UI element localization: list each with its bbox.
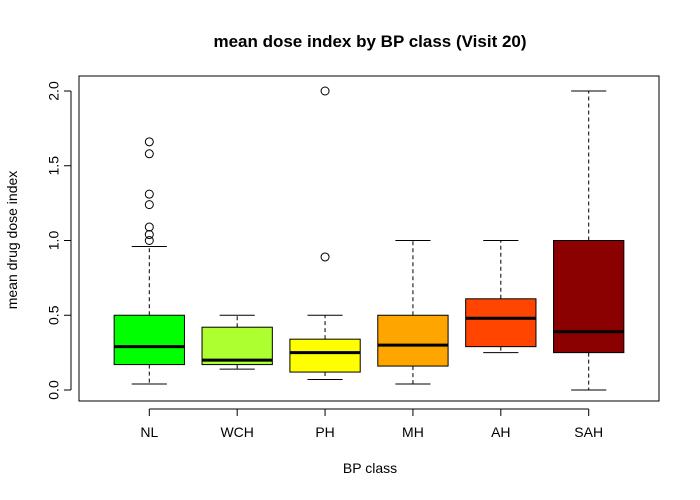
outlier-point — [144, 149, 154, 159]
chart-title: mean dose index by BP class (Visit 20) — [213, 32, 526, 51]
plot-frame — [78, 75, 660, 402]
x-axis-label: BP class — [343, 460, 397, 476]
y-tick-label: 1.0 — [46, 231, 62, 251]
y-tick-label: 1.5 — [46, 156, 62, 176]
box-MH — [377, 314, 449, 367]
x-tick-label: MH — [402, 424, 424, 440]
y-axis-label: mean drug dose index — [4, 171, 20, 310]
box-PH — [289, 338, 361, 373]
outlier-point — [144, 230, 154, 240]
box-AH — [465, 298, 537, 348]
y-tick-label: 0.0 — [46, 380, 62, 400]
box-WCH — [201, 326, 273, 366]
y-tick-label: 0.5 — [46, 305, 62, 325]
x-tick-label: AH — [491, 424, 510, 440]
outlier-point — [144, 236, 154, 245]
box-NL — [113, 314, 185, 366]
outlier-point — [144, 137, 154, 147]
x-tick-label: NL — [140, 424, 158, 440]
chart-marks: 0.0 0.5 1.0 1.5 2.0 NL WCH PH MH AH SAH — [46, 81, 625, 440]
x-tick-label: PH — [315, 424, 334, 440]
outlier-point — [320, 252, 330, 262]
box-SAH — [553, 240, 625, 354]
x-tick-label: SAH — [574, 424, 603, 440]
x-tick-label: WCH — [220, 424, 253, 440]
outlier-point — [320, 86, 330, 96]
y-tick-label: 2.0 — [46, 81, 62, 101]
outlier-point — [144, 189, 154, 199]
outlier-point — [144, 200, 154, 210]
outlier-point — [144, 222, 154, 232]
